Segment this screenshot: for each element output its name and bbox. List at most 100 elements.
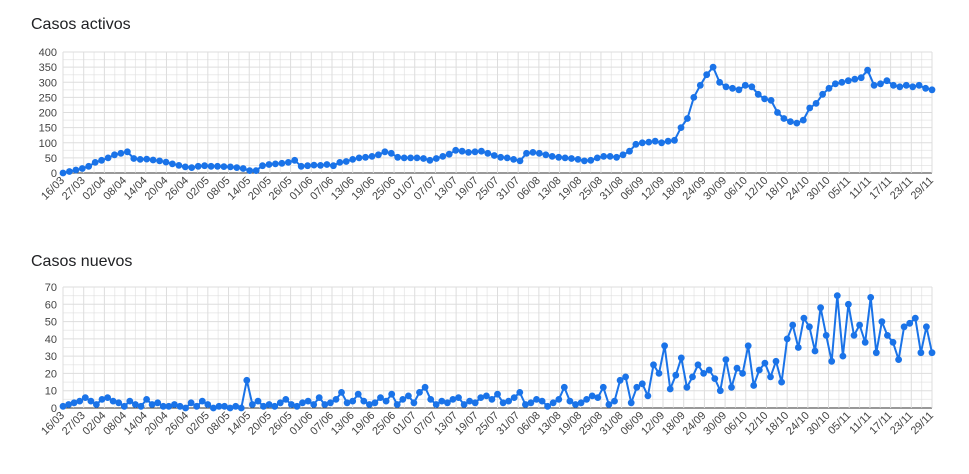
data-point[interactable]: [284, 159, 292, 166]
data-point[interactable]: [237, 404, 245, 412]
data-point[interactable]: [896, 83, 904, 91]
data-point[interactable]: [315, 394, 323, 401]
data-point[interactable]: [605, 401, 613, 408]
data-point[interactable]: [755, 366, 763, 374]
data-point[interactable]: [583, 396, 590, 403]
data-point[interactable]: [568, 155, 575, 162]
data-point[interactable]: [800, 314, 808, 322]
data-point[interactable]: [806, 323, 813, 331]
data-point[interactable]: [282, 396, 290, 403]
data-point[interactable]: [288, 401, 295, 408]
data-point[interactable]: [182, 404, 190, 412]
data-point[interactable]: [833, 292, 841, 299]
data-point[interactable]: [817, 304, 824, 312]
data-point[interactable]: [188, 164, 196, 172]
data-point[interactable]: [375, 151, 382, 159]
data-point[interactable]: [330, 162, 337, 170]
data-point[interactable]: [542, 151, 550, 159]
data-point[interactable]: [466, 397, 473, 405]
data-point[interactable]: [627, 399, 635, 407]
data-point[interactable]: [716, 387, 724, 395]
data-point[interactable]: [187, 399, 195, 407]
data-point[interactable]: [767, 97, 775, 104]
data-point[interactable]: [778, 378, 785, 386]
data-point[interactable]: [265, 161, 273, 168]
data-point[interactable]: [427, 396, 435, 403]
data-point[interactable]: [59, 402, 67, 410]
data-point[interactable]: [420, 155, 427, 162]
data-point[interactable]: [923, 323, 930, 331]
data-point[interactable]: [793, 119, 801, 127]
data-point[interactable]: [599, 383, 607, 391]
data-point[interactable]: [761, 95, 768, 103]
data-point[interactable]: [872, 349, 880, 357]
data-point[interactable]: [533, 396, 540, 403]
data-point[interactable]: [510, 394, 518, 401]
data-point[interactable]: [690, 94, 698, 101]
data-point[interactable]: [839, 352, 847, 360]
data-point[interactable]: [789, 321, 797, 329]
data-point[interactable]: [362, 153, 369, 161]
data-point[interactable]: [633, 383, 641, 391]
data-point[interactable]: [478, 147, 485, 155]
data-point[interactable]: [806, 104, 814, 112]
data-point[interactable]: [922, 84, 929, 92]
data-point[interactable]: [249, 401, 256, 408]
data-point[interactable]: [709, 63, 717, 71]
data-point[interactable]: [684, 115, 691, 122]
data-point[interactable]: [538, 397, 546, 405]
data-point[interactable]: [132, 401, 139, 408]
data-point[interactable]: [822, 332, 830, 339]
data-point[interactable]: [529, 149, 537, 156]
data-point[interactable]: [438, 397, 446, 405]
data-point[interactable]: [72, 166, 80, 174]
data-point[interactable]: [825, 84, 833, 92]
data-point[interactable]: [143, 155, 151, 163]
data-point[interactable]: [600, 153, 608, 160]
data-point[interactable]: [387, 149, 395, 157]
data-point[interactable]: [193, 402, 201, 410]
data-point[interactable]: [215, 402, 223, 410]
data-point[interactable]: [323, 161, 331, 168]
data-point[interactable]: [741, 81, 749, 89]
data-point[interactable]: [165, 402, 173, 410]
data-point[interactable]: [232, 402, 240, 410]
data-point[interactable]: [917, 349, 925, 357]
data-point[interactable]: [700, 370, 707, 377]
data-point[interactable]: [278, 159, 286, 167]
data-point[interactable]: [828, 357, 836, 365]
data-point[interactable]: [143, 396, 151, 403]
data-point[interactable]: [593, 154, 601, 162]
data-point[interactable]: [120, 402, 128, 410]
data-point[interactable]: [226, 404, 234, 412]
data-point[interactable]: [516, 389, 524, 396]
data-point[interactable]: [666, 385, 674, 393]
data-point[interactable]: [272, 160, 279, 168]
data-point[interactable]: [744, 342, 752, 350]
data-point[interactable]: [703, 71, 711, 79]
data-point[interactable]: [516, 157, 524, 165]
data-point[interactable]: [98, 156, 105, 164]
data-point[interactable]: [683, 383, 691, 391]
data-point[interactable]: [735, 86, 743, 94]
data-point[interactable]: [671, 136, 678, 144]
data-point[interactable]: [169, 160, 176, 168]
data-point[interactable]: [672, 371, 680, 379]
data-point[interactable]: [522, 401, 529, 408]
data-point[interactable]: [239, 165, 247, 172]
data-point[interactable]: [499, 399, 507, 407]
data-point[interactable]: [503, 154, 511, 162]
data-point[interactable]: [651, 137, 659, 145]
data-point[interactable]: [338, 389, 345, 396]
data-point[interactable]: [426, 156, 434, 164]
data-point[interactable]: [371, 399, 379, 407]
data-point[interactable]: [748, 83, 756, 91]
data-point[interactable]: [544, 402, 551, 410]
data-point[interactable]: [81, 394, 89, 401]
data-point[interactable]: [856, 321, 863, 329]
data-point[interactable]: [65, 401, 72, 408]
data-point[interactable]: [201, 162, 209, 170]
data-point[interactable]: [650, 361, 657, 369]
data-point[interactable]: [484, 149, 492, 157]
data-point[interactable]: [572, 401, 579, 408]
